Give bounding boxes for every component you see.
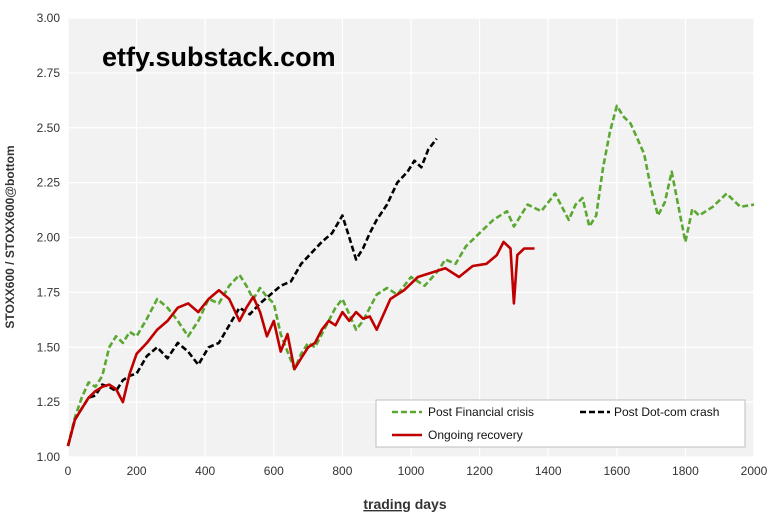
- x-axis-label-underlined: trading: [363, 496, 410, 512]
- x-axis-label: trading days: [363, 496, 446, 512]
- legend-box: [375, 399, 746, 448]
- series-lines: [66, 104, 755, 447]
- series-line-ongoing-recovery: [66, 240, 535, 447]
- series-line-post-financial-crisis: [66, 104, 755, 447]
- x-tick-label: 400: [195, 464, 215, 478]
- watermark: etfy.substack.com: [102, 42, 336, 72]
- x-tick-label: 1800: [672, 464, 699, 478]
- x-tick-label: 200: [127, 464, 147, 478]
- y-tick-label: 1.00: [37, 450, 61, 464]
- x-tick-label: 1000: [398, 464, 425, 478]
- y-tick-label: 1.25: [37, 395, 61, 409]
- x-tick-label: 0: [65, 464, 72, 478]
- y-tick-label: 3.00: [37, 11, 61, 25]
- y-tick-label: 1.50: [37, 340, 61, 354]
- legend-label-ongoing-recovery: Ongoing recovery: [428, 428, 523, 442]
- x-tick-label: 600: [264, 464, 284, 478]
- x-tick-label: 800: [332, 464, 352, 478]
- legend: Post Financial crisis Post Dot-com crash…: [375, 399, 746, 448]
- x-tick-label: 1200: [466, 464, 493, 478]
- y-axis: 1.00 1.25 1.50 1.75 2.00 2.25 2.50 2.75 3.00: [37, 11, 61, 464]
- y-tick-label: 2.75: [37, 66, 61, 80]
- x-axis-label-rest: days: [411, 496, 447, 512]
- y-tick-label: 2.25: [37, 176, 61, 190]
- x-axis: 0 200 400 600 800 1000 1200 1400 1600 1800 2000: [65, 464, 768, 478]
- x-tick-label: 1400: [535, 464, 562, 478]
- y-tick-label: 2.00: [37, 231, 61, 245]
- y-tick-label: 1.75: [37, 285, 61, 299]
- y-tick-label: 2.50: [37, 121, 61, 135]
- series-line-post-dot-com-crash: [66, 137, 438, 447]
- legend-label-post-financial-crisis: Post Financial crisis: [428, 405, 534, 419]
- y-axis-label: STOXX600 / STOXX600@bottom: [3, 145, 17, 328]
- x-tick-label: 2000: [741, 464, 768, 478]
- legend-label-post-dot-com-crash: Post Dot-com crash: [614, 405, 719, 419]
- x-tick-label: 1600: [603, 464, 630, 478]
